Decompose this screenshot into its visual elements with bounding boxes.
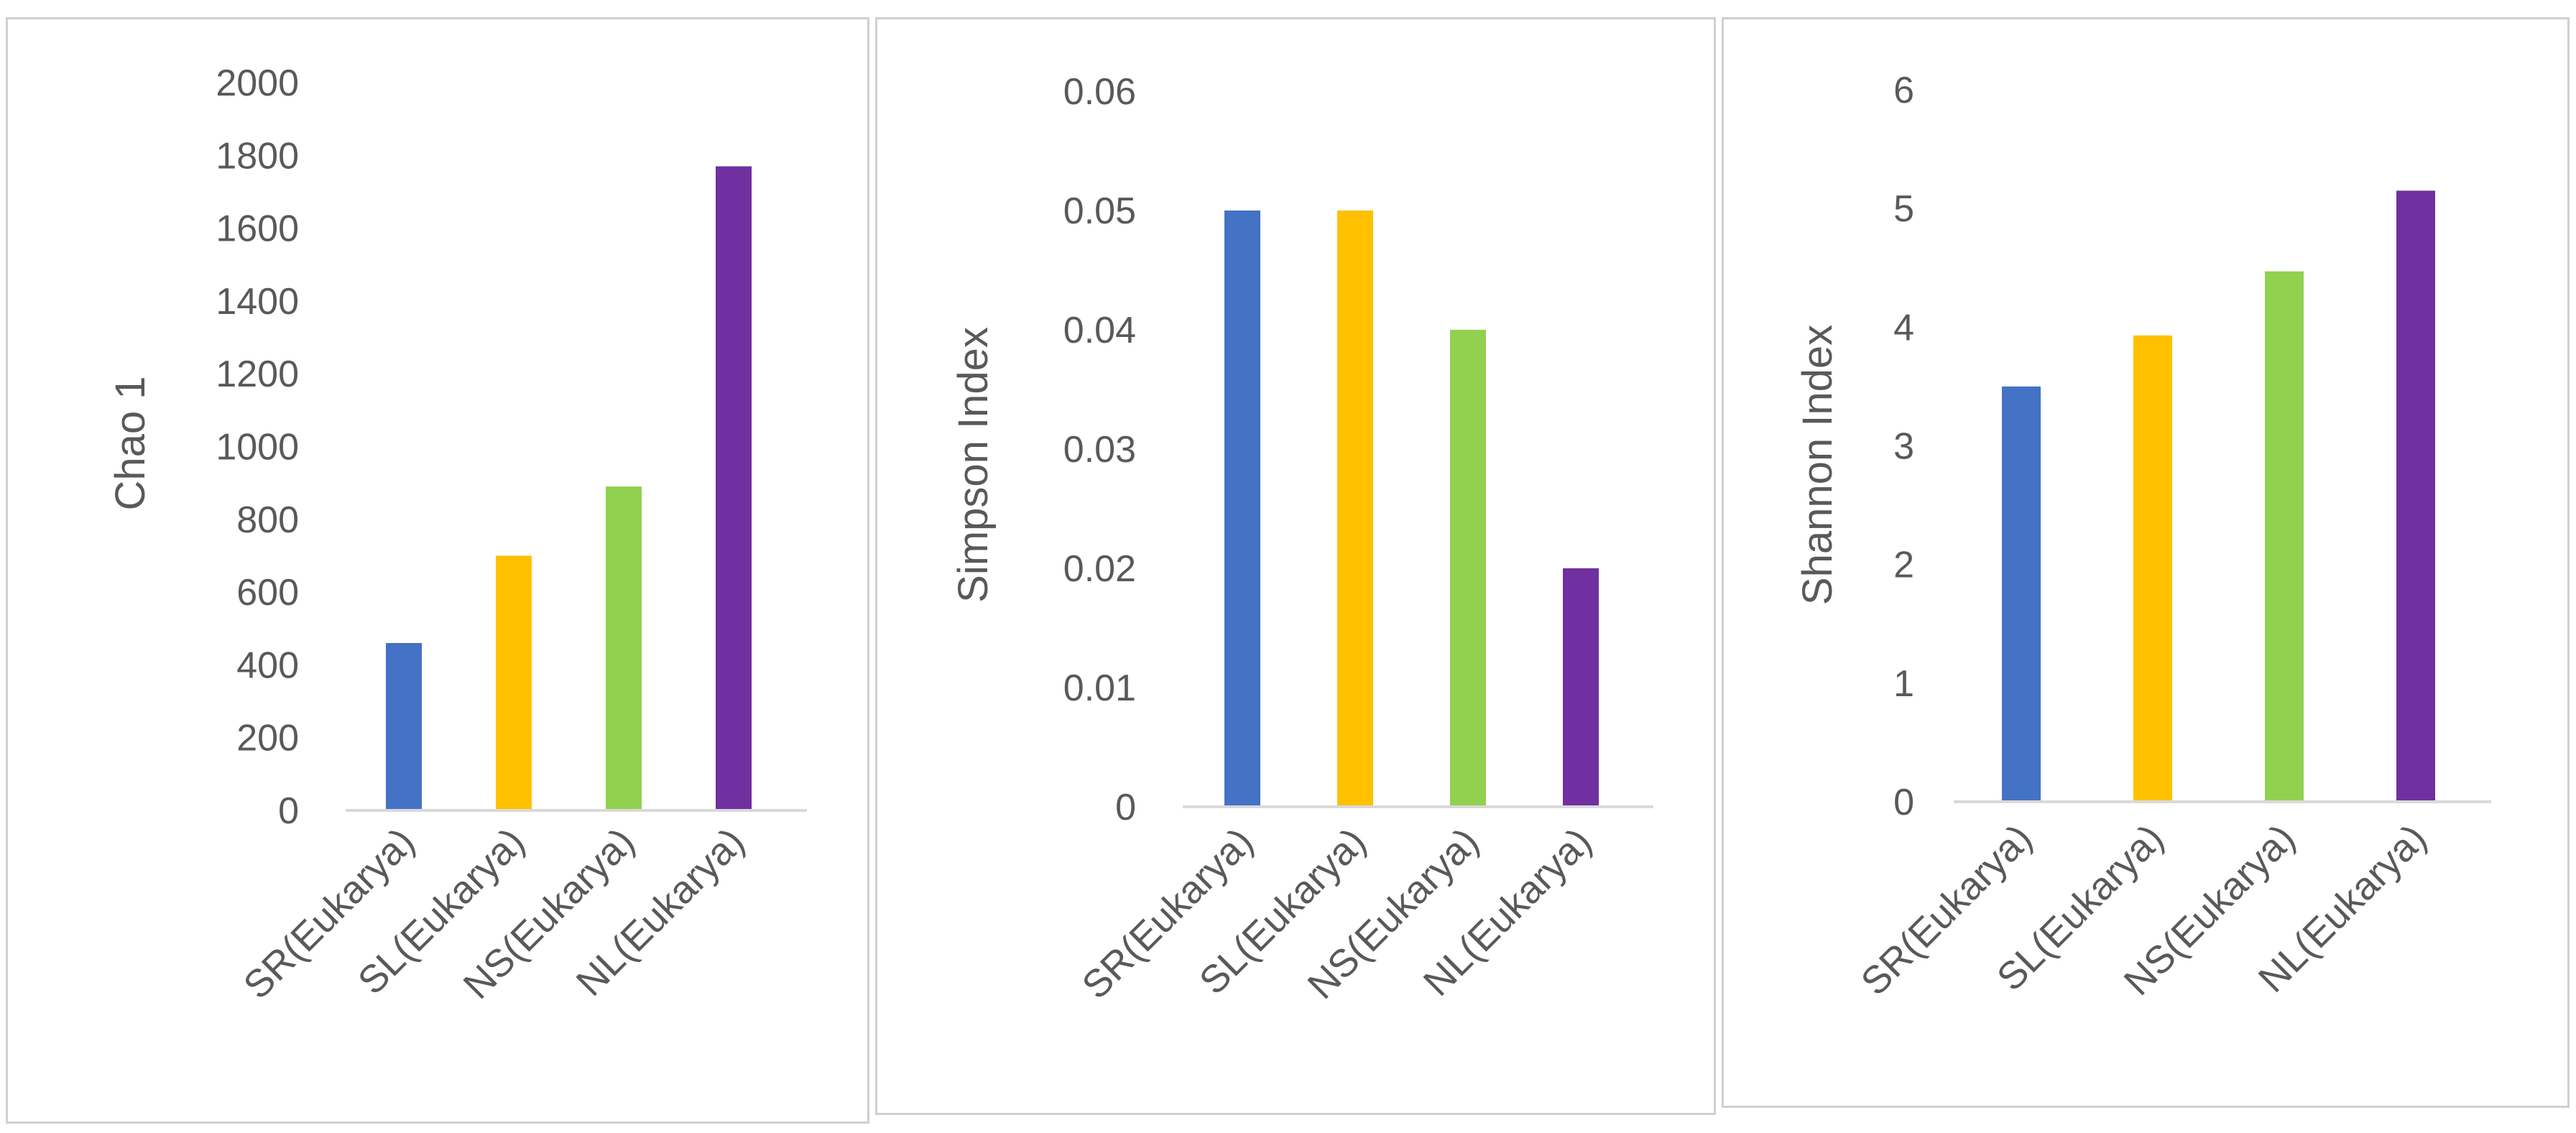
bar-sl-eukarya xyxy=(496,555,532,810)
y-axis-title: Chao 1 xyxy=(107,376,154,510)
y-tick-label: 1600 xyxy=(216,208,299,250)
y-tick-label: 5 xyxy=(1893,188,1914,230)
bar-sr-eukarya xyxy=(1224,211,1260,807)
y-tick-label: 1000 xyxy=(216,427,299,468)
chao1-chart: 0 200 400 600 800 1000 1200 1400 1600 1800 2000 Cha… xyxy=(107,63,807,1007)
y-tick-label: 4 xyxy=(1893,307,1914,348)
chao1-chart-panel: 0 200 400 600 800 1000 1200 1400 1600 1800 2000 Cha… xyxy=(6,17,869,1124)
bar-nl-eukarya xyxy=(716,166,752,810)
y-tick-label: 3 xyxy=(1893,426,1914,468)
bar-sl-eukarya xyxy=(2133,335,2172,802)
y-tick-label: 0.06 xyxy=(1063,71,1136,113)
y-tick-label: 0.01 xyxy=(1063,667,1136,709)
y-axis-title: Shannon Index xyxy=(1794,325,1841,605)
bar-nl-eukarya xyxy=(2396,190,2435,802)
y-tick-label: 1800 xyxy=(216,135,299,177)
y-axis-title: Simpson Index xyxy=(950,327,997,603)
y-tick-label: 0.05 xyxy=(1063,190,1136,232)
bar-ns-eukarya xyxy=(2265,271,2304,803)
y-tick-label: 1 xyxy=(1893,663,1914,705)
simpson-chart-panel: 0 0.01 0.02 0.03 0.04 0.05 0.06 Simpson Index SR… xyxy=(875,17,1716,1115)
bar-sl-eukarya xyxy=(1337,211,1373,807)
y-tick-label: 0 xyxy=(1115,787,1136,828)
y-tick-label: 0.03 xyxy=(1063,429,1136,471)
y-tick-label: 1400 xyxy=(216,281,299,323)
bar-ns-eukarya xyxy=(1450,330,1486,807)
bar-ns-eukarya xyxy=(606,486,642,810)
bar-nl-eukarya xyxy=(1563,568,1599,807)
y-tick-label: 0.04 xyxy=(1063,310,1136,351)
y-tick-label: 2 xyxy=(1893,545,1914,586)
y-tick-label: 600 xyxy=(236,572,299,614)
y-tick-label: 0.02 xyxy=(1063,548,1136,590)
y-tick-label: 0 xyxy=(278,790,299,832)
y-tick-label: 0 xyxy=(1893,782,1914,823)
y-tick-label: 2000 xyxy=(216,63,299,104)
y-tick-label: 800 xyxy=(236,499,299,541)
bar-sr-eukarya xyxy=(2002,386,2041,802)
y-tick-label: 400 xyxy=(236,644,299,686)
shannon-chart-panel: 0 1 2 3 4 5 6 Shannon Index SR(Eukarya) SL(Eukary… xyxy=(1722,17,2570,1108)
y-tick-label: 200 xyxy=(236,718,299,759)
y-tick-label: 6 xyxy=(1893,70,1914,111)
y-tick-label: 1200 xyxy=(216,353,299,395)
bar-sr-eukarya xyxy=(386,643,422,810)
